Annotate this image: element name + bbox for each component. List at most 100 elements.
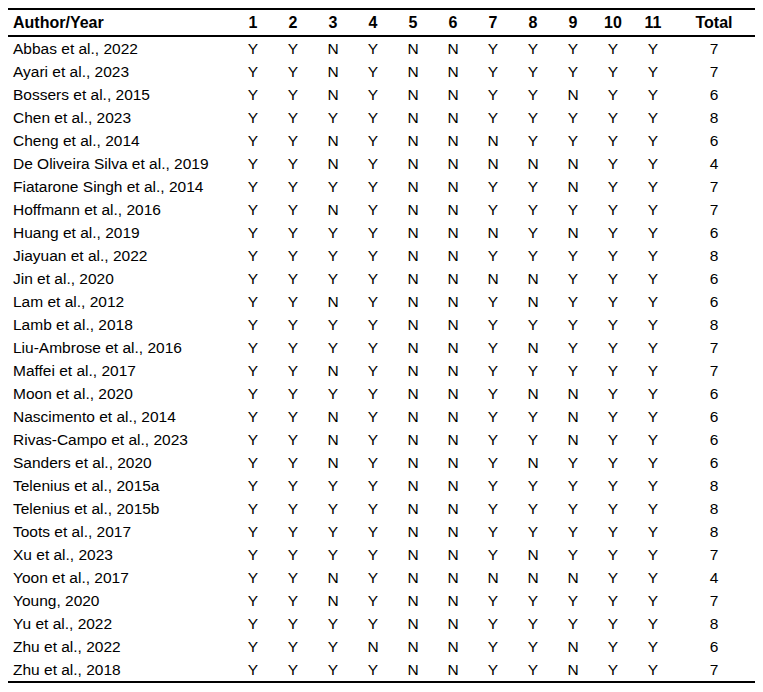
header-item-7: 7	[473, 9, 513, 36]
item-10-cell: Y	[593, 405, 633, 428]
header-item-10: 10	[593, 9, 633, 36]
item-9-cell: Y	[553, 497, 593, 520]
item-3-cell: Y	[313, 382, 353, 405]
table-body: Abbas et al., 2022YYNYNNYYYYY7Ayari et a…	[8, 36, 755, 682]
item-8-cell: N	[513, 267, 553, 290]
item-6-cell: N	[433, 36, 473, 60]
item-8-cell: Y	[513, 658, 553, 682]
paper-table-container: Author/Year 1 2 3 4 5 6 7 8 9 10 11 Tota…	[0, 0, 763, 683]
item-6-cell: N	[433, 175, 473, 198]
table-row: Bossers et al., 2015YYNYNNYYNYY6	[8, 83, 755, 106]
item-9-cell: N	[553, 428, 593, 451]
item-6-cell: N	[433, 106, 473, 129]
item-9-cell: N	[553, 221, 593, 244]
item-7-cell: Y	[473, 313, 513, 336]
table-row: Maffei et al., 2017YYNYNNYYYYY7	[8, 359, 755, 382]
author-year-cell: Lam et al., 2012	[8, 290, 233, 313]
item-3-cell: Y	[313, 543, 353, 566]
item-7-cell: Y	[473, 635, 513, 658]
table-row: Fiatarone Singh et al., 2014YYYYNNYYNYY7	[8, 175, 755, 198]
item-3-cell: N	[313, 36, 353, 60]
item-6-cell: N	[433, 267, 473, 290]
item-2-cell: Y	[273, 175, 313, 198]
item-10-cell: Y	[593, 152, 633, 175]
item-10-cell: Y	[593, 198, 633, 221]
item-8-cell: Y	[513, 497, 553, 520]
item-6-cell: N	[433, 336, 473, 359]
item-10-cell: Y	[593, 336, 633, 359]
item-9-cell: Y	[553, 520, 593, 543]
table-row: Rivas-Campo et al., 2023YYNYNNYYNYY6	[8, 428, 755, 451]
item-7-cell: Y	[473, 198, 513, 221]
item-2-cell: Y	[273, 451, 313, 474]
table-row: Zhu et al., 2022YYYNNNYYNYY6	[8, 635, 755, 658]
item-7-cell: Y	[473, 451, 513, 474]
item-11-cell: Y	[633, 221, 673, 244]
item-8-cell: Y	[513, 589, 553, 612]
item-1-cell: Y	[233, 129, 273, 152]
item-5-cell: N	[393, 635, 433, 658]
total-cell: 6	[673, 451, 755, 474]
total-cell: 6	[673, 635, 755, 658]
author-year-cell: Cheng et al., 2014	[8, 129, 233, 152]
item-8-cell: Y	[513, 520, 553, 543]
item-9-cell: N	[553, 405, 593, 428]
header-author-year: Author/Year	[8, 9, 233, 36]
item-5-cell: N	[393, 152, 433, 175]
item-4-cell: Y	[353, 129, 393, 152]
item-7-cell: Y	[473, 497, 513, 520]
total-cell: 6	[673, 267, 755, 290]
item-6-cell: N	[433, 658, 473, 682]
item-1-cell: Y	[233, 336, 273, 359]
item-9-cell: Y	[553, 36, 593, 60]
item-3-cell: Y	[313, 244, 353, 267]
item-7-cell: N	[473, 152, 513, 175]
item-5-cell: N	[393, 175, 433, 198]
table-row: Cheng et al., 2014YYNYNNNYYYY6	[8, 129, 755, 152]
total-cell: 7	[673, 175, 755, 198]
item-2-cell: Y	[273, 658, 313, 682]
item-11-cell: Y	[633, 152, 673, 175]
item-5-cell: N	[393, 267, 433, 290]
item-5-cell: N	[393, 36, 433, 60]
item-5-cell: N	[393, 589, 433, 612]
item-6-cell: N	[433, 359, 473, 382]
item-9-cell: Y	[553, 543, 593, 566]
item-5-cell: N	[393, 474, 433, 497]
item-6-cell: N	[433, 635, 473, 658]
item-8-cell: Y	[513, 405, 553, 428]
author-year-cell: Moon et al., 2020	[8, 382, 233, 405]
item-3-cell: Y	[313, 221, 353, 244]
item-9-cell: Y	[553, 336, 593, 359]
item-11-cell: Y	[633, 635, 673, 658]
item-9-cell: N	[553, 175, 593, 198]
total-cell: 7	[673, 336, 755, 359]
item-1-cell: Y	[233, 428, 273, 451]
header-item-11: 11	[633, 9, 673, 36]
author-year-cell: Hoffmann et al., 2016	[8, 198, 233, 221]
item-8-cell: Y	[513, 474, 553, 497]
item-3-cell: Y	[313, 635, 353, 658]
item-2-cell: Y	[273, 474, 313, 497]
item-9-cell: Y	[553, 451, 593, 474]
item-2-cell: Y	[273, 589, 313, 612]
item-7-cell: Y	[473, 106, 513, 129]
item-11-cell: Y	[633, 497, 673, 520]
author-year-cell: Toots et al., 2017	[8, 520, 233, 543]
item-7-cell: Y	[473, 612, 513, 635]
total-cell: 6	[673, 382, 755, 405]
item-3-cell: Y	[313, 267, 353, 290]
table-row: Lam et al., 2012YYNYNNYNYYY6	[8, 290, 755, 313]
table-row: Jin et al., 2020YYYYNNNNYYY6	[8, 267, 755, 290]
item-10-cell: Y	[593, 520, 633, 543]
item-5-cell: N	[393, 221, 433, 244]
item-8-cell: N	[513, 382, 553, 405]
author-year-cell: Telenius et al., 2015a	[8, 474, 233, 497]
total-cell: 7	[673, 60, 755, 83]
item-2-cell: Y	[273, 313, 313, 336]
item-5-cell: N	[393, 658, 433, 682]
item-7-cell: Y	[473, 543, 513, 566]
item-4-cell: Y	[353, 474, 393, 497]
author-year-cell: Zhu et al., 2022	[8, 635, 233, 658]
item-10-cell: Y	[593, 382, 633, 405]
